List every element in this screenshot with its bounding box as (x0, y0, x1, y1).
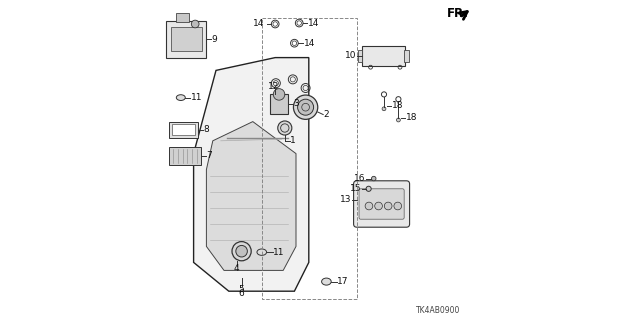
Text: 14: 14 (253, 20, 264, 28)
Text: 11: 11 (191, 93, 202, 102)
Circle shape (236, 245, 248, 257)
Circle shape (293, 95, 318, 119)
Text: 10: 10 (345, 52, 356, 60)
Bar (166, 21, 206, 58)
Bar (169, 147, 201, 165)
Circle shape (394, 202, 402, 210)
Circle shape (191, 20, 199, 28)
Bar (362, 46, 405, 66)
Bar (358, 50, 362, 62)
Text: 1: 1 (291, 136, 296, 145)
Circle shape (375, 202, 383, 210)
Text: 7: 7 (206, 151, 212, 161)
Bar (176, 13, 189, 22)
Text: 18: 18 (392, 101, 403, 110)
Text: 13: 13 (340, 196, 351, 204)
Text: 11: 11 (273, 248, 285, 257)
Circle shape (365, 202, 372, 210)
Bar (169, 122, 198, 138)
Text: 9: 9 (212, 35, 218, 44)
Bar (270, 94, 288, 114)
Circle shape (371, 176, 376, 181)
Text: 6: 6 (239, 289, 244, 298)
Text: 12: 12 (268, 82, 279, 91)
Bar (262, 18, 357, 299)
Ellipse shape (321, 278, 332, 285)
Text: 15: 15 (349, 184, 361, 193)
Circle shape (278, 121, 292, 135)
Circle shape (298, 99, 314, 115)
Circle shape (384, 202, 392, 210)
Text: 14: 14 (304, 39, 316, 48)
Text: 8: 8 (204, 125, 209, 134)
Bar (172, 27, 202, 51)
Bar (172, 124, 195, 135)
Circle shape (382, 107, 386, 111)
Circle shape (366, 186, 371, 191)
FancyBboxPatch shape (354, 181, 410, 227)
Circle shape (232, 242, 252, 261)
Ellipse shape (257, 249, 267, 255)
Text: 4: 4 (234, 264, 239, 273)
Text: FR.: FR. (447, 7, 468, 20)
Text: 16: 16 (354, 174, 365, 183)
Text: 5: 5 (239, 285, 244, 294)
Circle shape (273, 89, 285, 100)
Text: 18: 18 (406, 113, 417, 122)
Text: 14: 14 (308, 19, 319, 28)
FancyBboxPatch shape (359, 189, 404, 219)
Ellipse shape (177, 95, 186, 100)
Text: 3: 3 (293, 100, 299, 108)
Text: 17: 17 (337, 277, 349, 286)
Text: 2: 2 (324, 110, 330, 119)
Circle shape (396, 118, 401, 122)
Polygon shape (193, 58, 309, 291)
Polygon shape (206, 122, 296, 270)
Text: TK4AB0900: TK4AB0900 (416, 306, 461, 315)
Bar (404, 50, 409, 62)
